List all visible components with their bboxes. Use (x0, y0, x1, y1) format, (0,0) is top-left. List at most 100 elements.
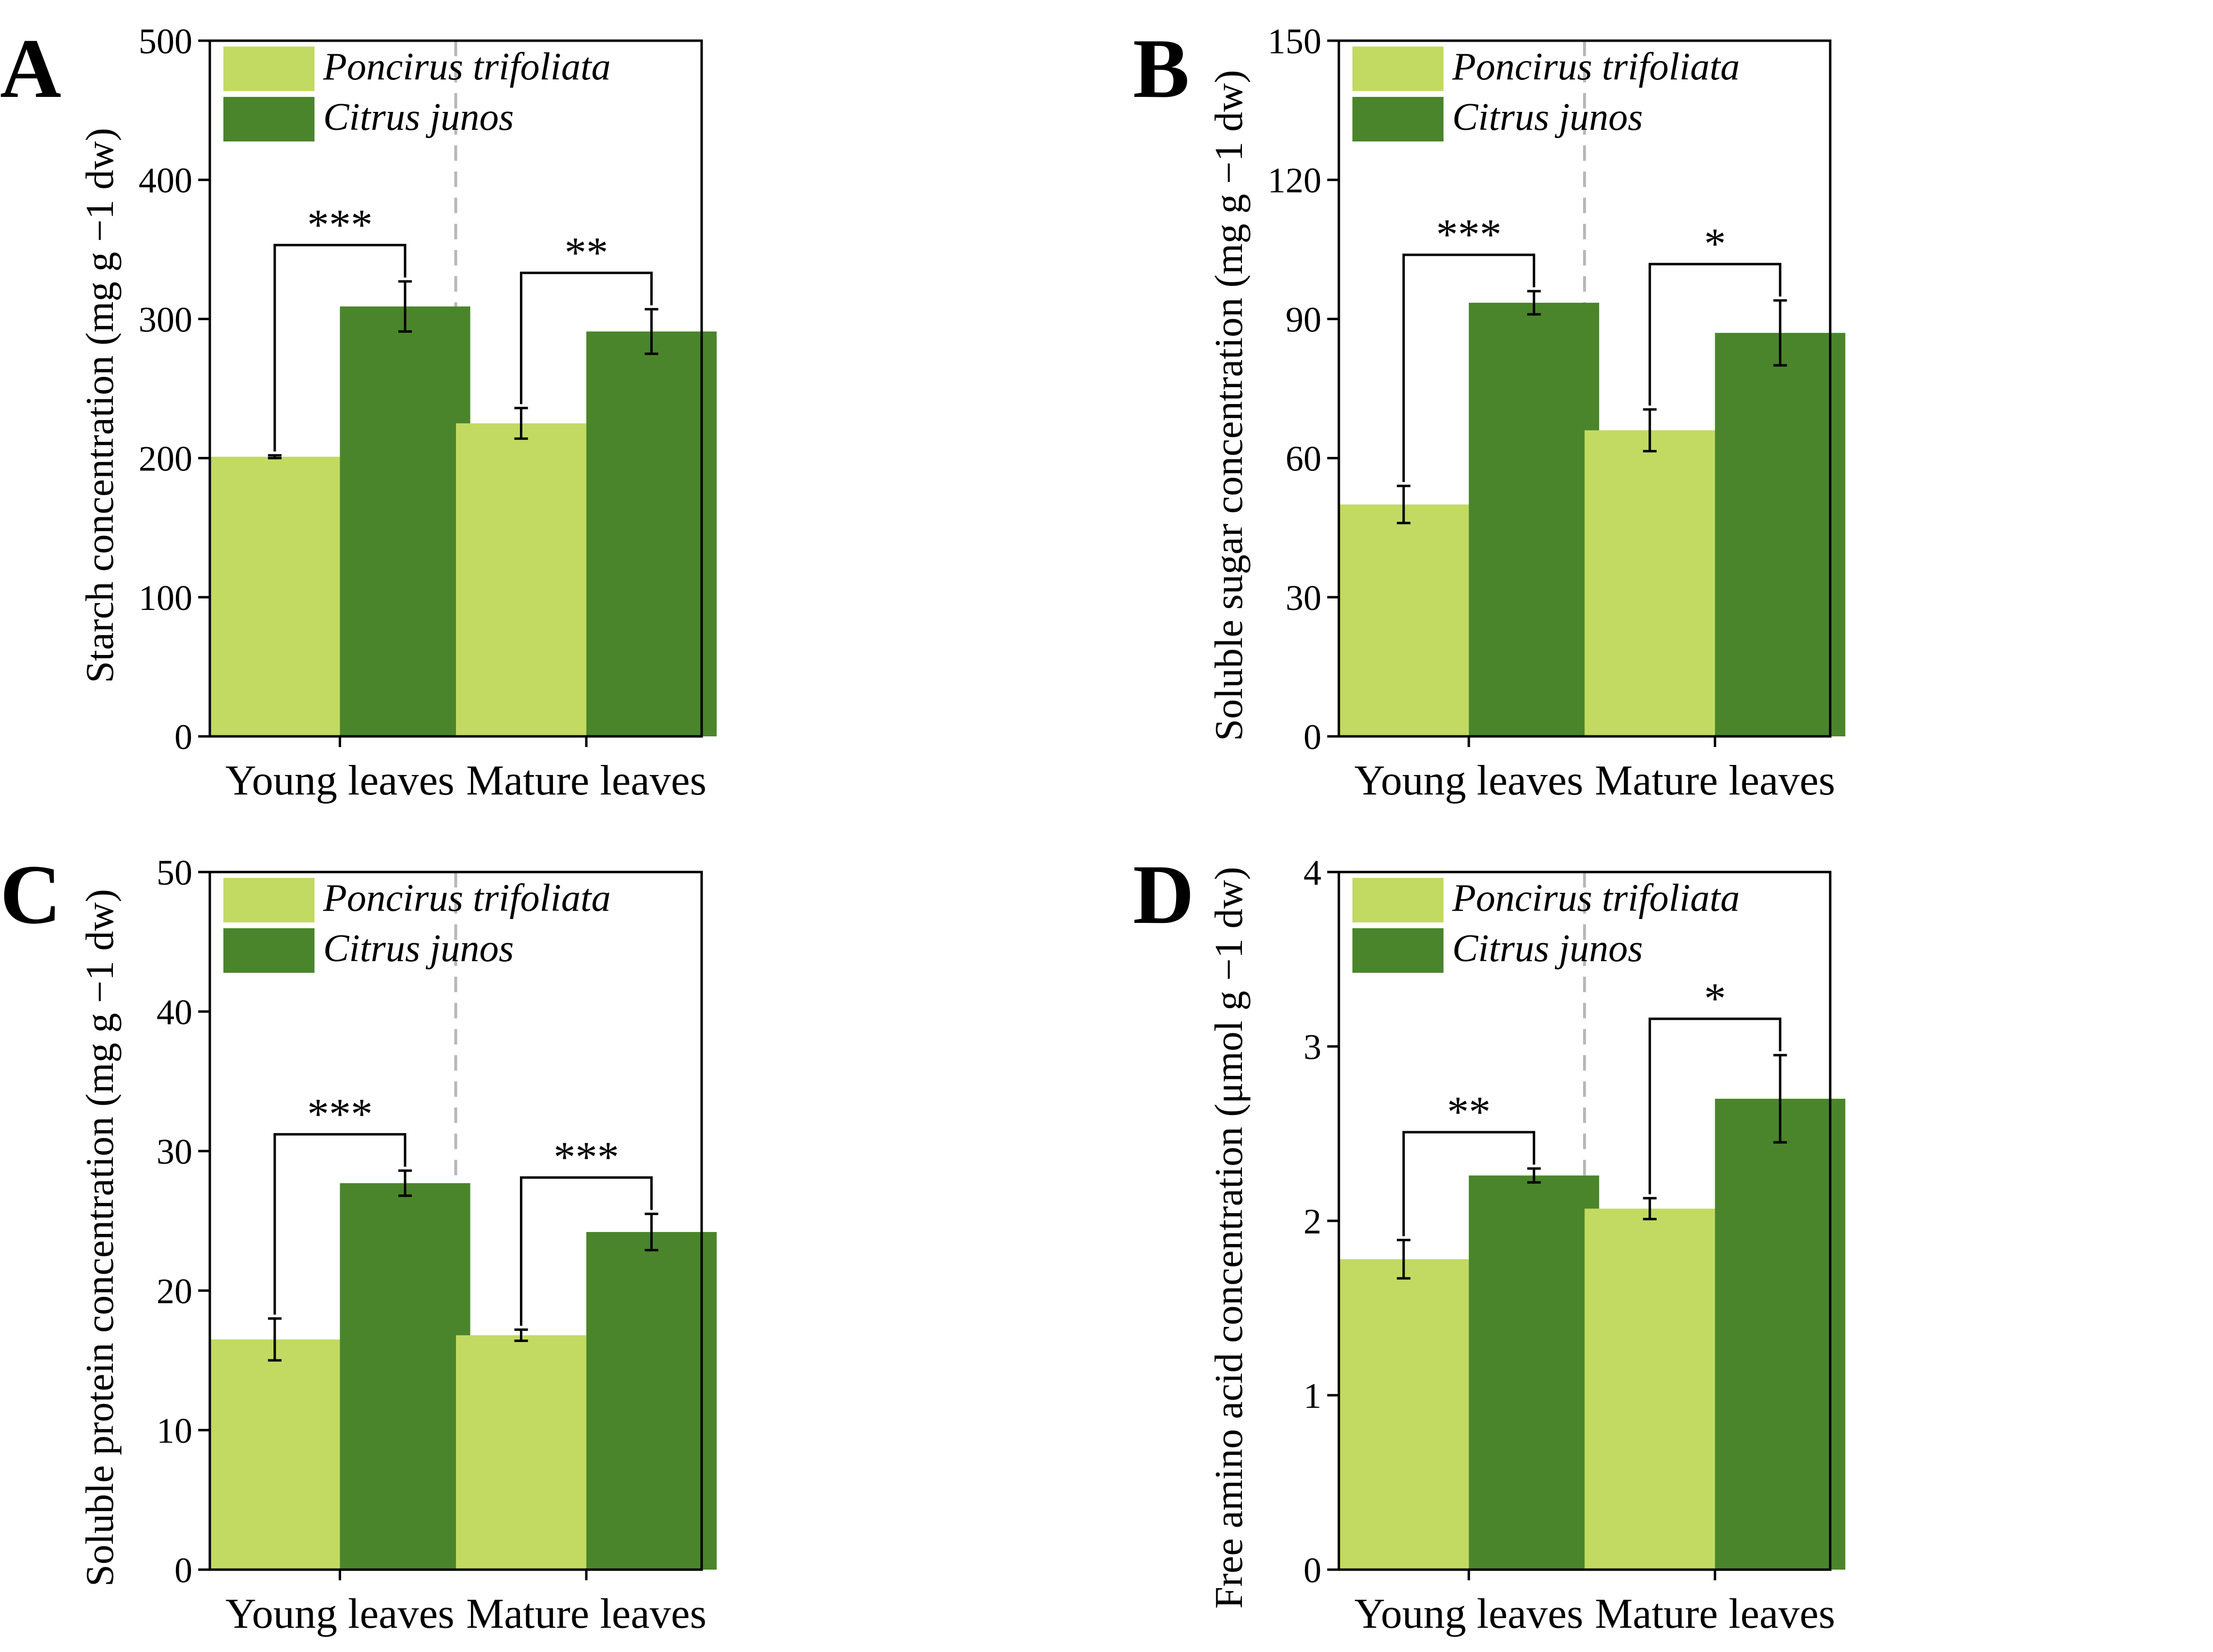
significance-bracket: *** (273, 1090, 407, 1315)
y-tick-label: 90 (1286, 300, 1321, 340)
legend-swatch (223, 97, 314, 141)
bar-citrus-mature (586, 1232, 717, 1570)
error-bar (1397, 484, 1411, 525)
legend-item-poncirus: Poncirus trifoliata (1352, 877, 1740, 922)
error-bar (1643, 408, 1657, 452)
bar-poncirus-mature (1585, 430, 1715, 736)
significance-bracket: *** (273, 201, 407, 452)
y-tick-label: 400 (139, 161, 192, 201)
y-axis-label: Free amino acid concentration (μmol g −1… (1207, 867, 1251, 1609)
legend-label: Poncirus trifoliata (1452, 46, 1740, 88)
legend-swatch (1352, 97, 1444, 141)
bar-citrus-young (340, 306, 471, 736)
x-tick-label: Young leaves (225, 757, 455, 804)
y-tick-label: 300 (139, 300, 192, 340)
legend-label: Citrus junos (323, 96, 514, 139)
y-tick-label: 2 (1303, 1202, 1321, 1242)
legend-label: Citrus junos (1452, 927, 1643, 970)
y-tick-label: 4 (1303, 853, 1321, 893)
legend-item-citrus: Citrus junos (1352, 96, 1643, 141)
significance-label: ** (1447, 1088, 1491, 1136)
bar-poncirus-mature (455, 423, 586, 736)
legend-swatch (223, 878, 314, 922)
y-tick-label: 1 (1303, 1376, 1321, 1416)
x-tick-label: Young leaves (225, 1590, 455, 1637)
y-axis-label: Starch concentration (mg g −1 dw) (78, 128, 122, 683)
legend-item-citrus: Citrus junos (223, 927, 514, 973)
bracket-line (1402, 253, 1536, 483)
significance-label: *** (1436, 211, 1502, 259)
significance-label: ** (565, 229, 608, 277)
bar-poncirus-young (209, 1339, 340, 1570)
error-bar (1527, 290, 1541, 316)
bar-citrus-mature (1715, 1099, 1846, 1570)
y-tick-label: 10 (157, 1411, 192, 1451)
error-bar (398, 280, 412, 333)
legend-item-poncirus: Poncirus trifoliata (1352, 46, 1740, 91)
bar-poncirus-mature (455, 1335, 586, 1570)
x-tick-label: Young leaves (1354, 1590, 1584, 1637)
legend-item-poncirus: Poncirus trifoliata (223, 46, 611, 91)
legend-swatch (223, 928, 314, 973)
y-tick-label: 30 (1286, 578, 1321, 618)
y-tick-label: 0 (174, 717, 192, 757)
bar-citrus-young (340, 1183, 471, 1570)
bar-citrus-mature (1715, 333, 1846, 736)
significance-bracket: * (1648, 975, 1782, 1195)
legend-label: Poncirus trifoliata (323, 877, 611, 920)
significance-label: *** (307, 201, 373, 249)
panel-c: C *** Young leaves *** Mature leaves 0 10 20 30 4… (0, 847, 717, 1637)
x-tick-label: Mature leaves (466, 757, 706, 804)
y-tick-label: 150 (1268, 22, 1321, 62)
bracket-line (1648, 1017, 1782, 1195)
y-tick-label: 200 (139, 439, 192, 479)
significance-bracket: * (1648, 220, 1782, 406)
bracket-line (1402, 1131, 1536, 1236)
error-bar (514, 406, 528, 440)
bracket-line (519, 1176, 653, 1326)
plot-frame (208, 39, 703, 738)
plot-frame (208, 871, 703, 1571)
bracket-line (1648, 263, 1782, 406)
panel-letter: A (0, 21, 61, 115)
legend-label: Citrus junos (323, 927, 514, 970)
error-bar (644, 308, 659, 355)
bar-citrus-young (1469, 302, 1600, 736)
legend-swatch (1352, 878, 1444, 922)
x-tick-label: Young leaves (1354, 757, 1584, 804)
panel-b: B *** Young leaves * Mature leaves 0 30 60 90 120… (1133, 21, 1846, 804)
error-bar (1397, 1239, 1411, 1280)
panel-letter: B (1133, 21, 1190, 115)
significance-label: *** (307, 1090, 373, 1138)
error-bar (514, 1328, 528, 1342)
legend-item-citrus: Citrus junos (223, 96, 514, 141)
error-bar (267, 454, 282, 460)
y-tick-label: 30 (157, 1132, 192, 1172)
significance-bracket: *** (1402, 211, 1536, 483)
y-tick-label: 500 (139, 22, 192, 62)
legend: Poncirus trifoliata Citrus junos (223, 46, 611, 141)
legend-label: Citrus junos (1452, 96, 1643, 139)
bar-poncirus-young (1338, 1259, 1469, 1570)
panel-letter: C (0, 847, 61, 941)
y-tick-label: 120 (1268, 161, 1321, 201)
bracket-line (519, 271, 653, 405)
y-tick-label: 0 (1303, 1551, 1321, 1590)
bar-citrus-young (1469, 1175, 1600, 1570)
significance-bracket: ** (519, 229, 653, 405)
x-tick-label: Mature leaves (1595, 1590, 1835, 1637)
legend-label: Poncirus trifoliata (1452, 877, 1740, 920)
error-bar (1527, 1167, 1541, 1184)
legend: Poncirus trifoliata Citrus junos (1352, 877, 1740, 973)
error-bar (1773, 299, 1787, 367)
legend-item-citrus: Citrus junos (1352, 927, 1643, 973)
panel-d: D ** Young leaves * Mature leaves 0 1 2 3 4 Free a… (1133, 847, 1846, 1637)
legend: Poncirus trifoliata Citrus junos (1352, 46, 1740, 141)
error-bar (267, 1317, 282, 1362)
significance-bracket: ** (1402, 1088, 1536, 1236)
y-axis-label: Soluble protein concentration (mg g −1 d… (78, 889, 122, 1587)
error-bar (1773, 1054, 1787, 1144)
legend: Poncirus trifoliata Citrus junos (223, 877, 611, 973)
y-axis-label: Soluble sugar concentration (mg g −1 dw) (1207, 70, 1251, 741)
